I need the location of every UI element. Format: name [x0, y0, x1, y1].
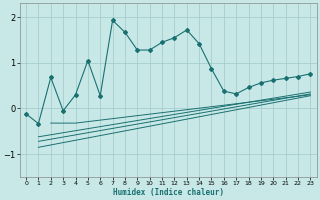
- X-axis label: Humidex (Indice chaleur): Humidex (Indice chaleur): [113, 188, 224, 197]
